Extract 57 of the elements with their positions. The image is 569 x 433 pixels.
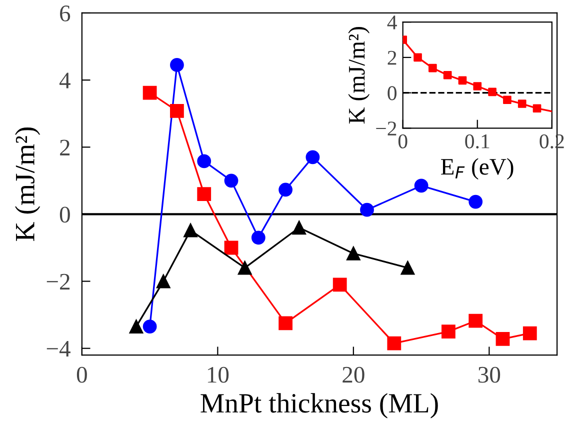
point: [197, 154, 212, 168]
point: [496, 332, 510, 346]
point: [142, 86, 157, 100]
point: [306, 150, 320, 164]
point: [142, 320, 157, 334]
y-tick-label: 2: [388, 50, 396, 65]
y-tick-label: 4: [387, 16, 397, 30]
y-tick-label: −4: [46, 341, 70, 357]
y-tick-label: −2: [46, 274, 70, 290]
y-tick-label: 6: [60, 6, 70, 22]
point: [332, 278, 347, 292]
x-tick-label: 0: [398, 134, 408, 148]
x-tick-label: 0.1: [465, 134, 490, 148]
point: [488, 88, 496, 96]
x-tick-label: 30: [478, 366, 500, 383]
point: [156, 274, 170, 288]
y-tick-label: 0: [60, 206, 70, 223]
point: [473, 82, 482, 90]
point: [292, 220, 306, 235]
point: [238, 260, 252, 275]
point: [224, 240, 238, 255]
point: [170, 58, 184, 72]
point: [468, 194, 483, 209]
point: [442, 324, 456, 339]
point: [184, 223, 198, 238]
point: [522, 326, 537, 340]
y-axis-title: K (mJ/m²): [348, 27, 370, 124]
point: [518, 100, 526, 108]
y-tick-label: 2: [60, 140, 70, 156]
y-tick-label: 4: [59, 72, 70, 88]
point: [532, 104, 542, 113]
point: [414, 178, 428, 193]
x-tick-label: 20: [342, 366, 364, 383]
x-axis-title: E$_{F}$ (eV): [441, 158, 514, 180]
point: [346, 246, 360, 260]
point: [458, 76, 467, 85]
point: [428, 64, 437, 72]
point: [278, 316, 292, 330]
point: [278, 182, 292, 197]
x-tick-label: 10: [208, 366, 229, 383]
point: [414, 53, 422, 62]
point: [224, 174, 238, 188]
y-tick-label: 0: [388, 86, 396, 100]
x-tick-label: 0: [76, 366, 87, 383]
point: [387, 336, 402, 350]
x-axis-title: MnPt thickness (ML): [200, 393, 438, 418]
point: [170, 104, 184, 118]
point: [503, 96, 512, 104]
point: [400, 260, 415, 275]
y-tick-label: −2: [376, 122, 396, 136]
point: [443, 70, 452, 80]
point: [360, 202, 374, 217]
y-axis-title: K (mJ/m²): [14, 127, 40, 242]
point: [468, 314, 483, 328]
point: [197, 187, 212, 202]
point: [251, 230, 266, 245]
point: [129, 320, 144, 334]
